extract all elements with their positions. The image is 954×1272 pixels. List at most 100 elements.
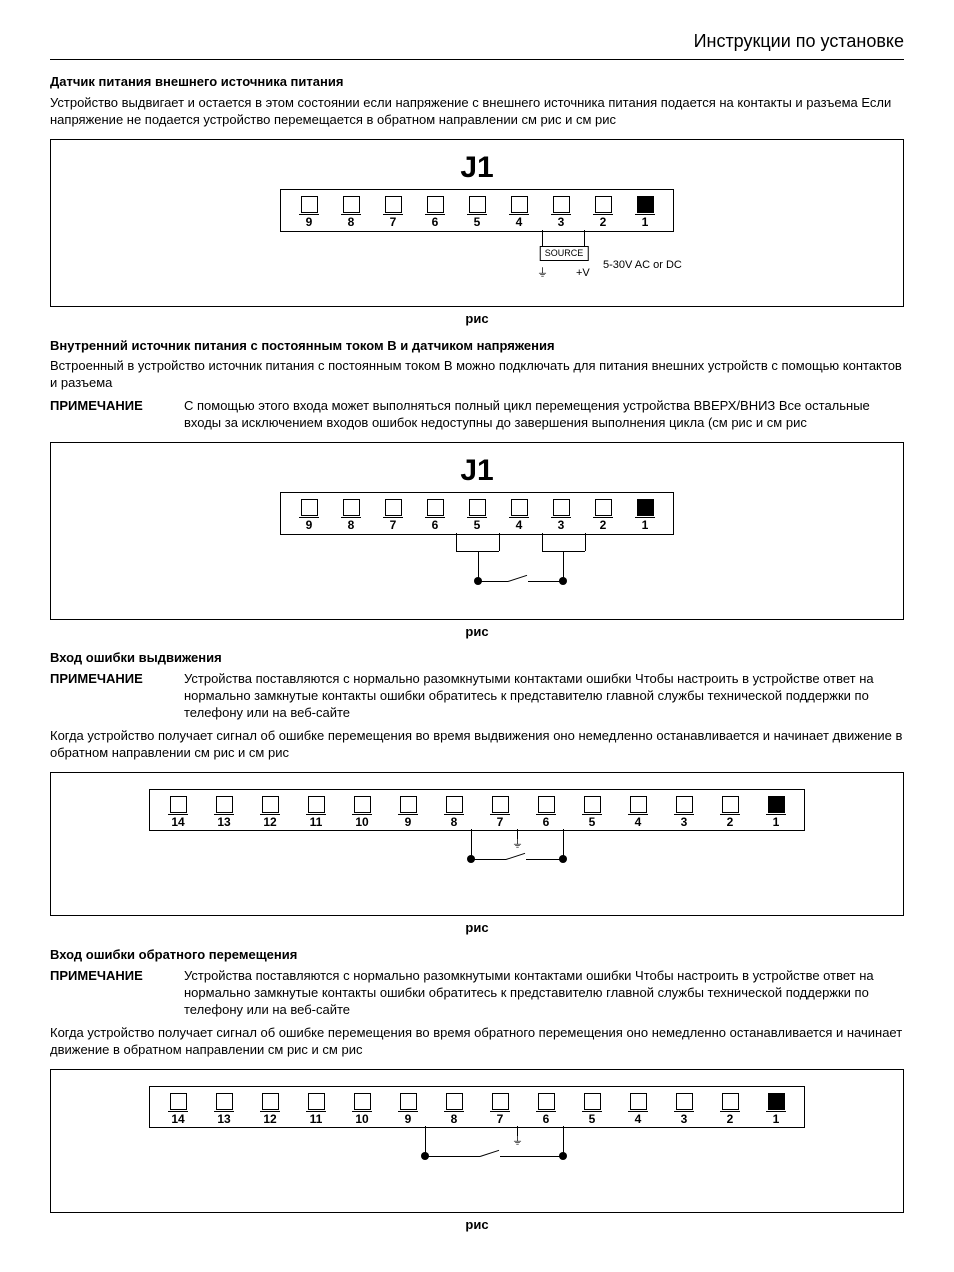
pin-square bbox=[538, 1093, 555, 1110]
pin-square bbox=[637, 499, 654, 516]
pin-label: 9 bbox=[299, 214, 319, 231]
pin-6: 6 bbox=[425, 499, 445, 534]
fig6-pins: 9 8 7 6 5 4 3 2 1 bbox=[280, 492, 674, 535]
pin-square bbox=[630, 1093, 647, 1110]
pin-label: 1 bbox=[766, 1111, 786, 1128]
pin-square bbox=[343, 196, 360, 213]
pin-8: 8 bbox=[444, 1093, 464, 1128]
pin-10: 10 bbox=[352, 1093, 372, 1128]
pin-label: 11 bbox=[306, 814, 326, 831]
pin-square bbox=[584, 796, 601, 813]
pin-3: 3 bbox=[551, 499, 571, 534]
sec3-note-text: Устройства поставляются с нормально разо… bbox=[184, 671, 904, 722]
fig8-ground-icon: ⏚ bbox=[512, 1134, 523, 1148]
pin-square bbox=[170, 796, 187, 813]
pin-square bbox=[768, 796, 785, 813]
pin-label: 7 bbox=[490, 814, 510, 831]
pin-11: 11 bbox=[306, 1093, 326, 1128]
pin-label: 12 bbox=[260, 1111, 280, 1128]
pin-square bbox=[301, 196, 318, 213]
pin-2: 2 bbox=[593, 499, 613, 534]
pin-label: 13 bbox=[214, 1111, 234, 1128]
pin-label: 6 bbox=[425, 214, 445, 231]
pin-9: 9 bbox=[299, 196, 319, 231]
fig5-pins: 987654321 bbox=[280, 189, 674, 232]
pin-label: 10 bbox=[352, 814, 372, 831]
pin-2: 2 bbox=[593, 196, 613, 231]
pin-14: 14 bbox=[168, 1093, 188, 1128]
pin-14: 14 bbox=[168, 796, 188, 831]
pin-10: 10 bbox=[352, 796, 372, 831]
pin-square bbox=[216, 1093, 233, 1110]
pin-label: 7 bbox=[490, 1111, 510, 1128]
pin-square bbox=[511, 499, 528, 516]
sec1-title: Датчик питания внешнего источника питани… bbox=[50, 74, 904, 91]
pin-square bbox=[446, 796, 463, 813]
pin-7: 7 bbox=[383, 196, 403, 231]
pin-label: 4 bbox=[509, 214, 529, 231]
pin-label: 3 bbox=[674, 814, 694, 831]
pin-label: 8 bbox=[341, 517, 361, 534]
pin-label: 10 bbox=[352, 1111, 372, 1128]
pin-4: 4 bbox=[509, 196, 529, 231]
fig7-wires: ⏚ bbox=[51, 831, 903, 901]
pin-square bbox=[216, 796, 233, 813]
pin-label: 5 bbox=[467, 517, 487, 534]
pin-square bbox=[446, 1093, 463, 1110]
fig5-source: SOURCE bbox=[540, 246, 589, 262]
pin-6: 6 bbox=[425, 196, 445, 231]
pin-7: 7 bbox=[490, 1093, 510, 1128]
pin-square bbox=[427, 196, 444, 213]
pin-square bbox=[308, 1093, 325, 1110]
sec3-note-label: ПРИМЕЧАНИЕ bbox=[50, 671, 170, 722]
fig5: J1 987654321 SOURCE ⏚ +V 5-30V AC or DC bbox=[50, 139, 904, 307]
pin-square bbox=[262, 1093, 279, 1110]
pin-label: 4 bbox=[509, 517, 529, 534]
sec4-title: Вход ошибки обратного перемещения bbox=[50, 947, 904, 964]
pin-label: 5 bbox=[582, 1111, 602, 1128]
pin-square bbox=[676, 1093, 693, 1110]
pin-label: 5 bbox=[582, 814, 602, 831]
fig7-pins: 1413121110987654321 bbox=[149, 789, 805, 832]
pin-label: 14 bbox=[168, 814, 188, 831]
pin-6: 6 bbox=[536, 796, 556, 831]
pin-label: 7 bbox=[383, 517, 403, 534]
fig6-wires bbox=[51, 535, 903, 605]
pin-square bbox=[385, 196, 402, 213]
fig8-pins: 1413121110987654321 bbox=[149, 1086, 805, 1129]
pin-1: 1 bbox=[635, 499, 655, 534]
pin-label: 2 bbox=[720, 1111, 740, 1128]
pin-label: 12 bbox=[260, 814, 280, 831]
sec2-para: Встроенный в устройство источник питания… bbox=[50, 358, 904, 392]
pin-label: 3 bbox=[674, 1111, 694, 1128]
pin-square bbox=[343, 499, 360, 516]
pin-label: 6 bbox=[425, 517, 445, 534]
pin-5: 5 bbox=[582, 796, 602, 831]
pin-label: 2 bbox=[593, 517, 613, 534]
pin-9: 9 bbox=[299, 499, 319, 534]
pin-square bbox=[308, 796, 325, 813]
header-right: Инструкции по установке bbox=[50, 30, 904, 60]
pin-2: 2 bbox=[720, 1093, 740, 1128]
pin-label: 5 bbox=[467, 214, 487, 231]
pin-square bbox=[595, 499, 612, 516]
fig7-caption: рис bbox=[50, 920, 904, 937]
pin-12: 12 bbox=[260, 1093, 280, 1128]
pin-label: 8 bbox=[444, 814, 464, 831]
pin-square bbox=[768, 1093, 785, 1110]
fig6-j1: J1 bbox=[51, 451, 903, 490]
pin-12: 12 bbox=[260, 796, 280, 831]
pin-3: 3 bbox=[551, 196, 571, 231]
pin-square bbox=[553, 196, 570, 213]
sec3-title: Вход ошибки выдвижения bbox=[50, 650, 904, 667]
pin-label: 6 bbox=[536, 814, 556, 831]
pin-label: 14 bbox=[168, 1111, 188, 1128]
pin-square bbox=[385, 499, 402, 516]
pin-square bbox=[170, 1093, 187, 1110]
sec4-note-label: ПРИМЕЧАНИЕ bbox=[50, 968, 170, 1019]
fig6-caption: рис bbox=[50, 624, 904, 641]
fig5-ground-icon: ⏚ bbox=[537, 266, 548, 280]
fig5-caption: рис bbox=[50, 311, 904, 328]
sec2-note-text: С помощью этого входа может выполняться … bbox=[184, 398, 904, 432]
pin-11: 11 bbox=[306, 796, 326, 831]
